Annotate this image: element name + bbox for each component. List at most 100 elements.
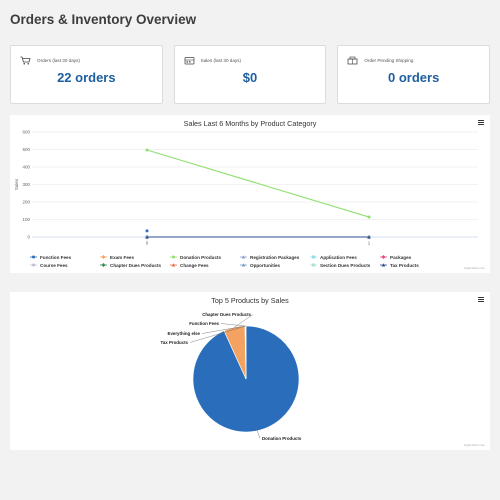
y-tick-label: 100 [22,217,30,222]
legend-marker-icon [380,263,387,267]
kpi-value: 22 orders [57,70,116,85]
legend-marker-icon [170,255,177,259]
kpi-card-sales: Sales (last 30 days) $0 [173,45,327,104]
kpi-label: Order Pending Shipping [364,58,414,63]
series-donation-products [145,148,371,219]
series-function-fees [145,229,149,233]
legend-label: Exam Fees [110,254,135,260]
series-line [146,149,370,218]
kpi-value: 0 orders [388,70,440,85]
chart-credit[interactable]: Highcharts.com [464,443,485,447]
sales-line-chart-panel: Sales Last 6 Months by Product Category … [10,115,490,273]
pie-data-label: Everything else [168,331,201,336]
data-point[interactable] [145,235,149,239]
legend-label: Packages [390,254,412,260]
pie-data-label: Function Fees [189,321,219,326]
pie-connector [189,325,246,343]
legend-symbol[interactable] [241,263,246,267]
legend-label: Registration Packages [250,254,300,260]
legend-item-tax-products[interactable]: Tax Products [380,262,450,268]
chart-menu-icon[interactable] [478,120,484,125]
data-point[interactable] [367,215,371,219]
x-tick-label: 1 [368,241,371,246]
legend-item-registration-packages[interactable]: Registration Packages [240,254,310,260]
cash-register-icon [184,57,195,65]
legend-item-section-dues-products[interactable]: Section Dues Products [310,262,380,268]
legend-marker-icon [100,255,107,259]
y-tick-label: 400 [22,165,30,170]
legend-marker-icon [310,255,317,259]
page-title: Orders & Inventory Overview [10,12,197,27]
legend-label: Donation Products [180,254,222,260]
legend-symbol[interactable] [312,255,315,259]
legend-item-opportunities[interactable]: Opportunities [240,262,310,268]
data-point[interactable] [367,235,371,239]
legend-marker-icon [30,263,37,267]
legend-label: Chapter Dues Products [110,262,162,268]
x-tick-label: 0 [146,241,149,246]
top-products-pie-panel: Top 5 Products by Sales Donation Product… [10,292,490,450]
kpi-card-pending: Order Pending Shipping 0 orders [337,45,491,104]
chart-title: Top 5 Products by Sales [211,296,289,305]
y-tick-label: 300 [22,182,30,187]
pie-connector [257,430,261,439]
legend-item-packages[interactable]: Packages [380,254,450,260]
legend-label: Tax Products [390,262,419,268]
legend-item-donation-products[interactable]: Donation Products [170,254,240,260]
sales-line-chart: 0 100 200 300 400 500 600 0 1 Sales [14,130,478,246]
chart-credit[interactable]: Highcharts.com [464,266,485,270]
legend-item-course-fees[interactable]: Course Fees [30,262,100,268]
kpi-row: Orders (last 30 days) 22 orders Sales (l… [10,45,491,104]
legend-label: Change Fees [180,262,209,268]
legend-label: Opportunities [250,262,281,268]
series-tax-products [145,235,371,239]
pie-connector [201,325,246,334]
legend-symbol[interactable] [171,263,176,267]
legend-label: Course Fees [40,262,68,268]
legend-symbol[interactable] [241,255,246,259]
legend-item-application-fees[interactable]: Application Fees [310,254,380,260]
shipping-box-icon [347,56,358,65]
y-tick-label: 0 [27,235,30,240]
legend-item-change-fees[interactable]: Change Fees [170,262,240,268]
chart-title: Sales Last 6 Months by Product Category [183,119,317,128]
top-products-pie-chart: Donation Products Chapter Dues Products Fu… [161,312,302,441]
chart-legend: Function Fees Exam Fees Donation Products R… [30,254,450,268]
data-point[interactable] [145,148,149,152]
legend-symbol[interactable] [172,255,175,259]
legend-marker-icon [240,255,247,259]
legend-symbol[interactable] [312,263,315,267]
legend-symbol[interactable] [101,255,106,259]
kpi-head: Sales (last 30 days) [184,56,241,65]
pie-data-label: Tax Products [161,340,189,345]
legend-symbol[interactable] [32,263,35,267]
legend-label: Function Fees [40,254,72,260]
pie-data-label: Chapter Dues Products [202,312,251,317]
legend-symbol[interactable] [32,255,35,259]
pie-data-label: Donation Products [262,436,302,441]
legend-item-chapter-dues-products[interactable]: Chapter Dues Products [100,262,170,268]
chart-menu-icon[interactable] [478,297,484,302]
legend-label: Section Dues Products [320,262,371,268]
y-tick-label: 600 [22,130,30,135]
legend-marker-icon [310,263,317,267]
legend-item-function-fees[interactable]: Function Fees [30,254,100,260]
kpi-head: Orders (last 30 days) [20,56,80,65]
data-point[interactable] [145,229,149,233]
y-tick-label: 500 [22,147,30,152]
legend-marker-icon [380,255,387,259]
pie-connector [220,323,246,327]
legend-marker-icon [100,263,107,267]
legend-item-exam-fees[interactable]: Exam Fees [100,254,170,260]
legend-symbol[interactable] [381,263,386,267]
y-axis-label: Sales [14,178,19,190]
y-tick-label: 200 [22,200,30,205]
legend-marker-icon [170,263,177,267]
kpi-head: Order Pending Shipping [347,56,413,65]
legend-marker-icon [240,263,247,267]
legend-label: Application Fees [320,254,357,260]
legend-symbol[interactable] [101,263,106,267]
legend-marker-icon [30,255,37,259]
kpi-card-orders: Orders (last 30 days) 22 orders [10,45,163,104]
legend-symbol[interactable] [381,255,386,259]
